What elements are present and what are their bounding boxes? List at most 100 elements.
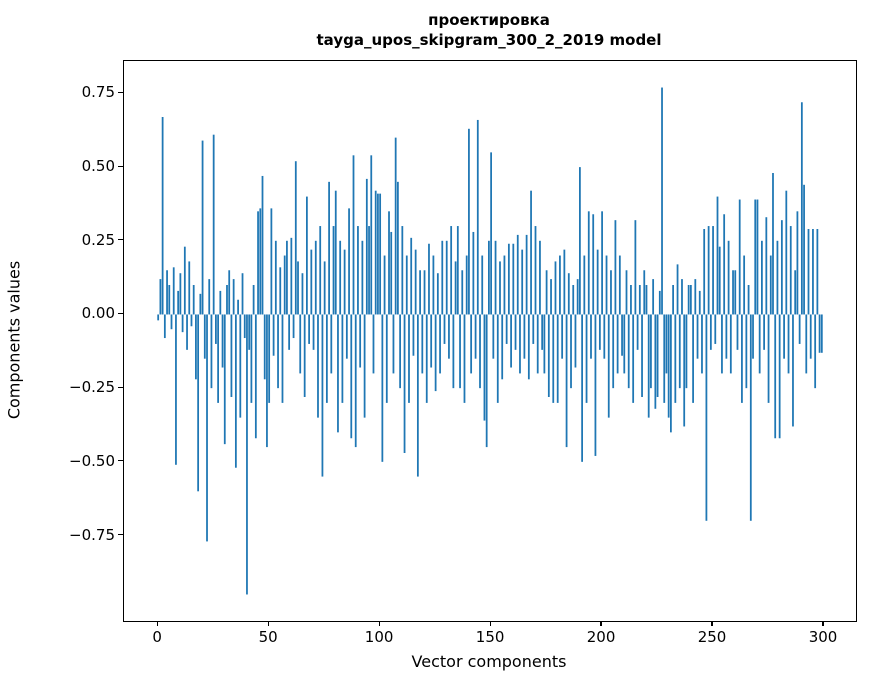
bar [325, 314, 328, 403]
bar [428, 243, 430, 315]
bar [190, 314, 193, 327]
bar [652, 279, 655, 315]
bar [263, 314, 266, 380]
bar [716, 196, 719, 315]
bar [512, 243, 515, 315]
bar [441, 240, 444, 315]
bar [361, 240, 364, 315]
bar [294, 161, 297, 315]
bar [769, 255, 772, 315]
bar [707, 226, 710, 315]
bar [334, 190, 337, 315]
bar [754, 199, 757, 315]
bar [820, 314, 823, 353]
bar [743, 255, 746, 315]
bar [374, 190, 377, 315]
bar [601, 211, 603, 315]
y-tick-label: 0.75 [81, 83, 115, 102]
bar [352, 155, 355, 315]
bar [259, 208, 262, 315]
bar [607, 314, 610, 418]
bar [809, 314, 812, 359]
bar [618, 255, 621, 315]
bar [778, 314, 781, 439]
bar [501, 314, 504, 380]
y-tick-label: 0.00 [81, 304, 115, 323]
bar [212, 134, 215, 315]
bar [246, 314, 248, 595]
y-tick-label: −0.50 [69, 451, 115, 470]
chart-title-line-2: tayga_upos_skipgram_300_2_2019 model [316, 31, 662, 49]
bar [379, 193, 382, 315]
bar [172, 267, 175, 315]
bar [596, 249, 599, 315]
x-tick-label: 250 [697, 628, 727, 646]
bar [337, 314, 339, 433]
bar [230, 314, 233, 397]
bar [709, 314, 712, 350]
bar [729, 314, 732, 374]
bar [281, 314, 284, 403]
bar [800, 102, 803, 315]
bar [201, 140, 204, 315]
bar [403, 314, 406, 453]
bar [694, 279, 697, 315]
bar [186, 314, 188, 350]
bar [257, 211, 259, 315]
bar [423, 270, 426, 315]
bar [683, 314, 686, 427]
bar [328, 181, 330, 315]
bar [348, 208, 350, 315]
bar [685, 314, 688, 389]
bar [243, 314, 246, 339]
bar [274, 240, 277, 315]
bar [252, 285, 255, 315]
bar [721, 314, 723, 374]
plot-area [123, 60, 857, 622]
bar [610, 270, 612, 315]
bar [785, 190, 788, 315]
bar [661, 87, 663, 315]
y-tick-label: 0.50 [81, 157, 115, 176]
bar [494, 240, 497, 315]
bar [168, 285, 171, 315]
bar [572, 285, 575, 315]
bar [510, 314, 512, 368]
bar [534, 226, 537, 315]
bar [745, 314, 748, 389]
bar [363, 314, 366, 418]
bar [268, 314, 271, 403]
bar [465, 255, 468, 315]
bar [425, 314, 428, 403]
bar [623, 314, 626, 374]
bar [314, 240, 317, 315]
bar [807, 229, 810, 315]
bar [676, 264, 679, 315]
bar [563, 249, 566, 315]
bar [445, 240, 448, 315]
bar [272, 314, 275, 356]
bar [476, 119, 479, 315]
bar [590, 314, 592, 359]
bar [681, 279, 683, 315]
bar [490, 152, 492, 315]
bar [195, 314, 197, 380]
bar [439, 314, 441, 374]
bar [530, 190, 532, 315]
bar [505, 314, 508, 344]
bar [552, 314, 555, 403]
bar [701, 314, 703, 374]
bar [436, 273, 439, 315]
bar [419, 270, 421, 315]
bar [283, 255, 286, 315]
bar [561, 314, 564, 359]
bar [394, 137, 397, 315]
bar [796, 211, 799, 315]
bar [632, 314, 635, 403]
bar [392, 314, 395, 374]
bar [587, 211, 590, 315]
bar [816, 229, 819, 315]
bar [468, 128, 470, 315]
bar [663, 314, 666, 403]
